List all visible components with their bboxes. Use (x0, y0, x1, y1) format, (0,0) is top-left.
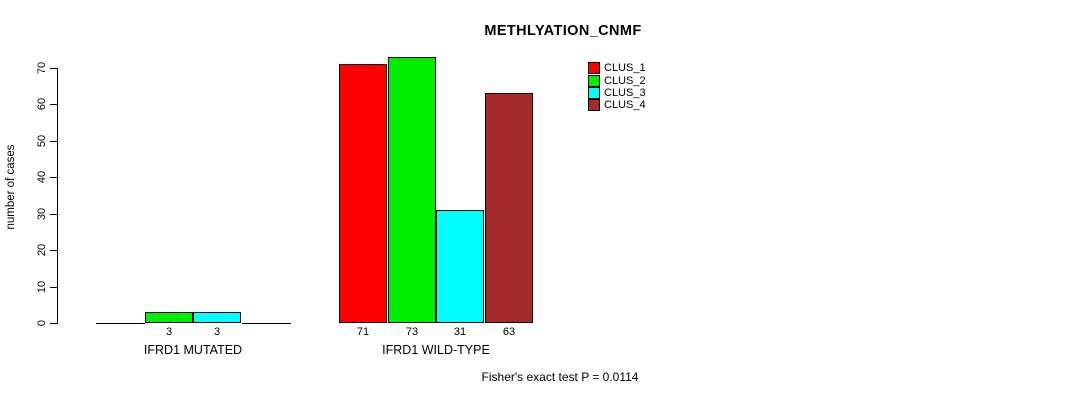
y-tick-20 (50, 250, 57, 251)
y-tick-label-50: 50 (36, 134, 48, 148)
legend-swatch-clus_1 (588, 62, 600, 75)
y-tick-label-0: 0 (36, 319, 48, 327)
legend-label-clus_4: CLUS_4 (604, 99, 646, 112)
bar-clus-2-ifrd1-wild-type (388, 57, 436, 323)
bar-clus-3-ifrd1-wild-type (436, 210, 484, 323)
y-tick-50 (50, 141, 57, 142)
bar-value-label-clus-2-ifrd1-mutated: 3 (165, 326, 173, 338)
bar-clus-4-ifrd1-wild-type (485, 93, 533, 323)
bar-value-label-clus-2-ifrd1-wild-type: 73 (405, 326, 419, 338)
footnote: Fisher's exact test P = 0.0114 (481, 370, 639, 384)
group-label-ifrd1-wild-type: IFRD1 WILD-TYPE (382, 343, 490, 357)
y-tick-label-10: 10 (36, 280, 48, 294)
y-tick-label-60: 60 (36, 97, 48, 111)
legend-swatch-clus_3 (588, 86, 600, 99)
legend-item-clus_2: CLUS_2 (588, 74, 646, 87)
legend-item-clus_3: CLUS_3 (588, 86, 646, 99)
legend: CLUS_1 CLUS_2 CLUS_3 CLUS_4 (588, 62, 646, 112)
y-tick-30 (50, 214, 57, 215)
bar-clus-1-ifrd1-wild-type (339, 64, 387, 323)
legend-swatch-clus_4 (588, 99, 600, 112)
y-tick-label-20: 20 (36, 243, 48, 257)
y-axis-title: number of cases (5, 144, 17, 230)
y-tick-10 (50, 287, 57, 288)
legend-item-clus_1: CLUS_1 (588, 62, 646, 75)
chart-title: METHLYATION_CNMF (484, 23, 642, 39)
group-label-ifrd1-mutated: IFRD1 MUTATED (143, 343, 243, 357)
bar-value-label-clus-3-ifrd1-wild-type: 31 (453, 326, 467, 338)
legend-swatch-clus_2 (588, 74, 600, 87)
y-tick-40 (50, 177, 57, 178)
bar-value-label-clus-3-ifrd1-mutated: 3 (213, 326, 221, 338)
legend-label-clus_1: CLUS_1 (604, 62, 646, 75)
bar-clus-4-ifrd1-mutated-zero (242, 323, 291, 324)
y-tick-70 (50, 68, 57, 69)
y-tick-0 (50, 323, 57, 324)
legend-item-clus_4: CLUS_4 (588, 99, 646, 112)
y-tick-60 (50, 104, 57, 105)
bar-clus-2-ifrd1-mutated (145, 312, 193, 323)
bar-value-label-clus-4-ifrd1-wild-type: 63 (502, 326, 516, 338)
y-tick-label-30: 30 (36, 207, 48, 221)
bar-clus-3-ifrd1-mutated (193, 312, 241, 323)
legend-label-clus_2: CLUS_2 (604, 74, 646, 87)
legend-label-clus_3: CLUS_3 (604, 86, 646, 99)
y-axis-line (57, 68, 58, 324)
y-tick-label-40: 40 (36, 170, 48, 184)
bar-value-label-clus-1-ifrd1-wild-type: 71 (356, 326, 370, 338)
bar-clus-1-ifrd1-mutated-zero (96, 323, 145, 324)
y-tick-label-70: 70 (36, 61, 48, 75)
